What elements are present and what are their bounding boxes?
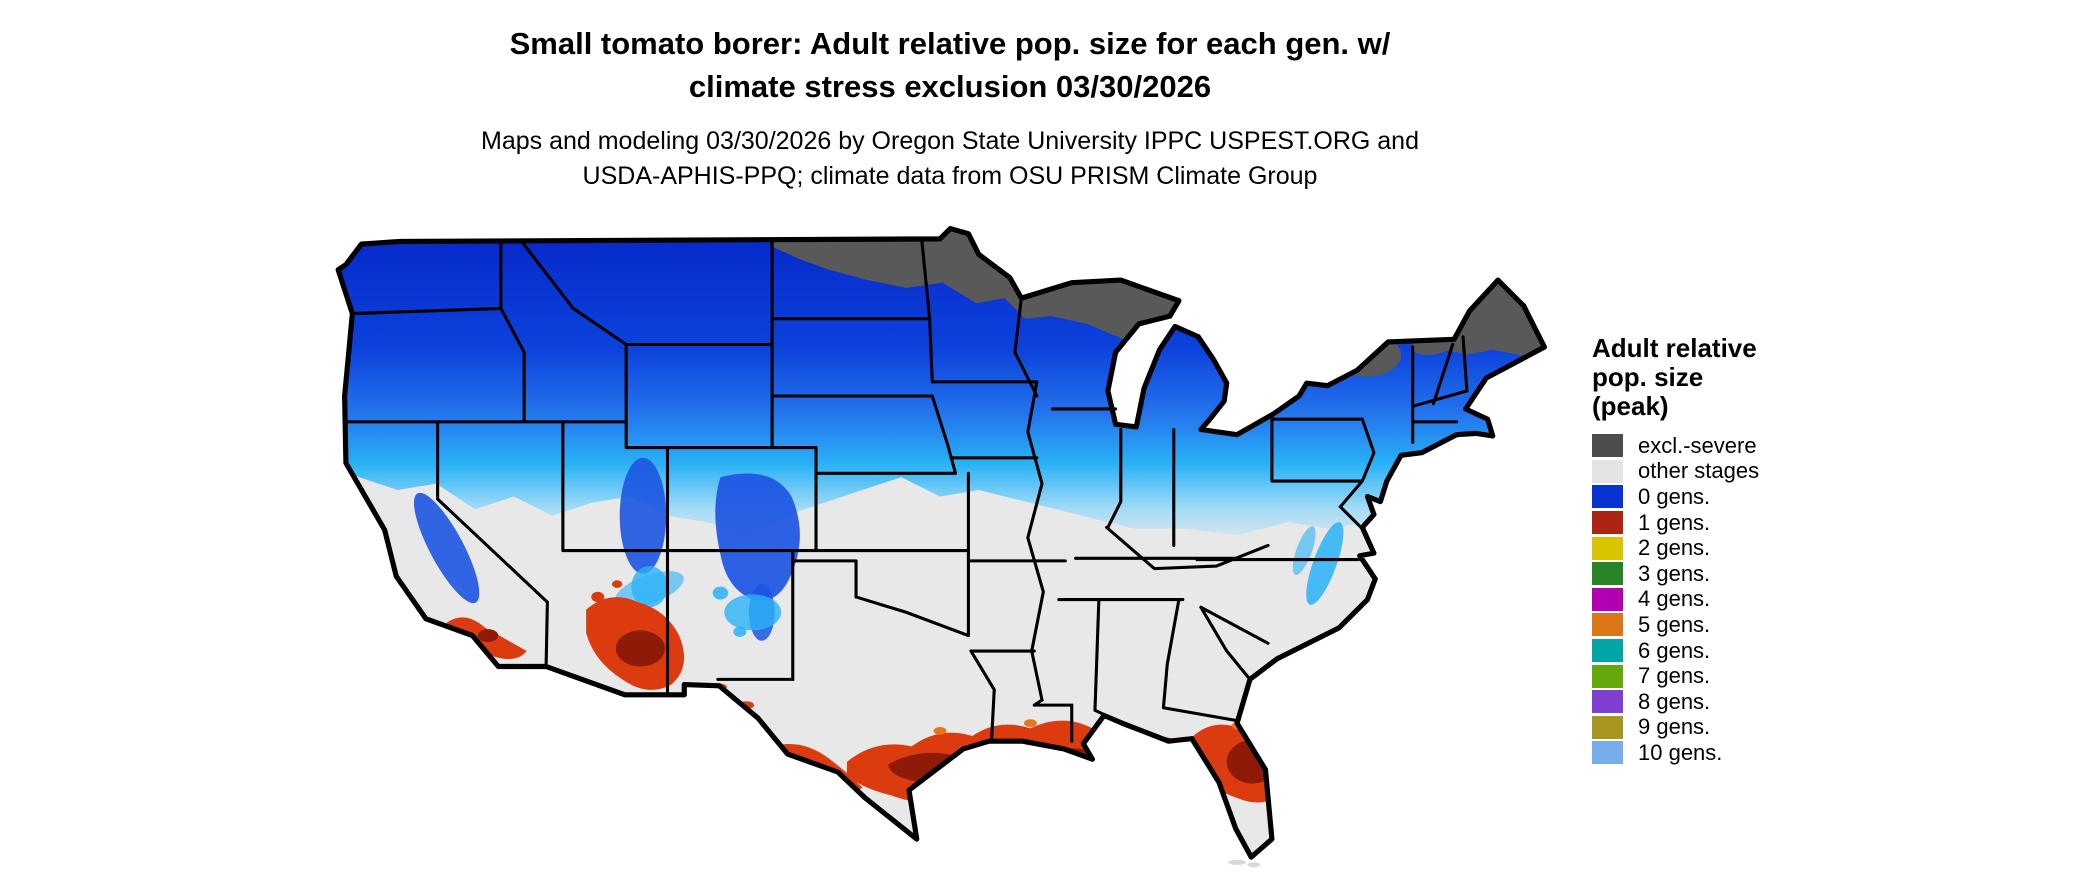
subtitle-line1: Maps and modeling 03/30/2026 by Oregon S… — [481, 127, 1419, 155]
legend-item-label: 7 gens. — [1638, 663, 1711, 689]
legend-swatch — [1592, 587, 1623, 611]
legend-item-label: 5 gens. — [1638, 611, 1711, 637]
red-az-speck-2 — [611, 580, 623, 588]
legend-item-label: 3 gens. — [1638, 560, 1711, 586]
legend-items: excl.-severe other stages 0 gens. 1 gens… — [1592, 433, 1892, 766]
legend: Adult relative pop. size (peak) excl.-se… — [1592, 334, 1892, 766]
legend-item-label: 1 gens. — [1638, 509, 1711, 535]
legend-item-label: 6 gens. — [1638, 637, 1711, 663]
legend-item-1-gens: 1 gens. — [1592, 510, 1892, 536]
red-az-speck-1 — [591, 591, 605, 603]
legend-item-4-gens: 4 gens. — [1592, 586, 1892, 613]
red-socal-core — [477, 629, 499, 643]
us-map-container — [333, 226, 1547, 870]
co-cyan-fringe — [724, 594, 782, 631]
legend-item-label: 9 gens. — [1638, 714, 1711, 740]
legend-item-3-gens: 3 gens. — [1592, 561, 1892, 587]
legend-item-label: 10 gens. — [1638, 739, 1723, 765]
legend-item-other-stages: other stages — [1592, 458, 1892, 485]
legend-title-line1: Adult relative — [1592, 333, 1757, 363]
legend-item-label: excl.-severe — [1638, 432, 1757, 458]
legend-item-label: 8 gens. — [1638, 688, 1711, 714]
legend-swatch — [1592, 690, 1623, 714]
page-title-line1: Small tomato borer: Adult relative pop. … — [509, 26, 1391, 61]
legend-swatch — [1592, 485, 1623, 509]
legend-item-8-gens: 8 gens. — [1592, 689, 1892, 715]
florida-keys-2 — [1247, 862, 1261, 868]
red-gulf-core — [888, 748, 1145, 787]
legend-swatch — [1592, 664, 1623, 688]
legend-swatch — [1592, 562, 1623, 586]
legend-item-5-gens: 5 gens. — [1592, 612, 1892, 638]
excluded-maine-region — [1438, 274, 1545, 360]
legend-item-7-gens: 7 gens. — [1592, 663, 1892, 689]
legend-swatch — [1592, 536, 1623, 560]
legend-item-6-gens: 6 gens. — [1592, 638, 1892, 664]
legend-item-label: other stages — [1638, 458, 1760, 484]
legend-title-line3: (peak) — [1592, 391, 1669, 421]
legend-swatch — [1592, 459, 1623, 483]
legend-swatch — [1592, 715, 1623, 739]
red-arizona-core — [615, 630, 665, 667]
legend-item-0-gens: 0 gens. — [1592, 484, 1892, 510]
state-borders — [344, 239, 1469, 743]
legend-item-2-gens: 2 gens. — [1592, 535, 1892, 561]
florida-keys — [1228, 859, 1247, 865]
legend-title-line2: pop. size — [1592, 362, 1704, 392]
wasatch-blue-region — [619, 457, 667, 574]
legend-item-label: 4 gens. — [1638, 586, 1711, 612]
legend-swatch — [1592, 434, 1623, 458]
title-block: Small tomato borer: Adult relative pop. … — [0, 22, 1900, 194]
legend-item-excl-severe: excl.-severe — [1592, 433, 1892, 459]
legend-item-label: 2 gens. — [1638, 535, 1711, 561]
legend-swatch — [1592, 639, 1623, 663]
page-title-line2: climate stress exclusion 03/30/2026 — [688, 69, 1212, 104]
appalachia-cyan-streak — [1306, 522, 1344, 605]
orange-speck-2 — [1023, 719, 1037, 728]
nm-cyan-speck-2 — [733, 626, 747, 637]
nm-cyan-speck-1 — [712, 586, 729, 600]
legend-swatch — [1592, 741, 1623, 765]
legend-item-9-gens: 9 gens. — [1592, 714, 1892, 741]
legend-item-10-gens: 10 gens. — [1592, 740, 1892, 766]
orange-speck-1 — [933, 727, 947, 735]
sierra-blue-region — [413, 492, 480, 604]
us-map — [333, 226, 1547, 868]
rockies-blue-region — [715, 473, 800, 601]
appalachia-cyan-streak-2 — [1292, 526, 1316, 575]
legend-item-label: 0 gens. — [1638, 483, 1711, 509]
subtitle-line2: USDA-APHIS-PPQ; climate data from OSU PR… — [582, 162, 1318, 190]
legend-swatch — [1592, 613, 1623, 637]
legend-swatch — [1592, 511, 1623, 535]
